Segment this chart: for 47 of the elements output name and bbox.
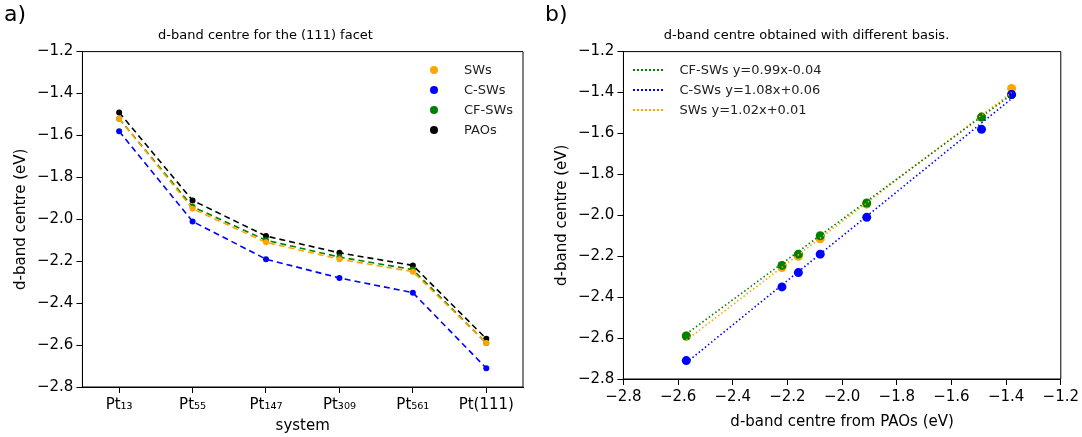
x-tick-label: Pt₃₀₉ bbox=[322, 394, 356, 413]
y-tick-label: −1.2 bbox=[577, 41, 615, 60]
y-tick-label: −2.4 bbox=[36, 293, 74, 312]
x-tick-label: −1.4 bbox=[987, 386, 1025, 405]
y-tick-label: −1.8 bbox=[36, 167, 74, 186]
x-tick-label: −2.6 bbox=[659, 386, 697, 405]
y-tick-label: −2.8 bbox=[577, 368, 615, 387]
x-tick-label: −2.4 bbox=[714, 386, 751, 405]
y-tick-label: −2.4 bbox=[577, 287, 615, 306]
x-tick-label: Pt₁₄₇ bbox=[249, 394, 283, 413]
x-tick-label: Pt₅₅ bbox=[179, 394, 207, 413]
y-tick-label: −1.4 bbox=[577, 82, 615, 101]
y-axis-title: d-band centre (eV) bbox=[551, 144, 570, 286]
y-tick-label: −1.6 bbox=[577, 123, 615, 142]
text: b) bbox=[545, 0, 568, 26]
chart-title: d-band centre for the (111) facet bbox=[158, 27, 373, 43]
x-tick-label: −2.8 bbox=[605, 386, 642, 405]
legend-label: CF-SWs bbox=[464, 100, 514, 119]
x-axis-title: d-band centre from PAOs (eV) bbox=[730, 411, 954, 430]
y-axis-title: d-band centre (eV) bbox=[10, 148, 29, 290]
legend-label: C-SWs bbox=[464, 80, 506, 99]
y-tick-label: −2.2 bbox=[36, 251, 74, 270]
y-tick-label: −1.2 bbox=[36, 41, 74, 60]
x-tick-label: −1.6 bbox=[933, 386, 970, 405]
legend-label: SWs bbox=[464, 60, 492, 79]
x-tick-label: Pt(111) bbox=[458, 394, 514, 413]
legend-label: PAOs bbox=[464, 120, 497, 139]
x-tick-label: −1.8 bbox=[878, 386, 915, 405]
x-tick-label: −2.0 bbox=[823, 386, 861, 405]
x-tick-label: −1.2 bbox=[1042, 386, 1080, 405]
chart-title: d-band centre obtained with different basis. bbox=[663, 27, 950, 43]
legend-label: C-SWs y=1.08x+0.06 bbox=[679, 80, 821, 99]
y-tick-label: −2.6 bbox=[36, 334, 74, 353]
y-tick-label: −1.6 bbox=[36, 125, 74, 144]
x-tick-label: Pt₁₃ bbox=[105, 394, 133, 413]
x-tick-label: Pt₅₆₁ bbox=[396, 394, 430, 413]
y-tick-label: −2.2 bbox=[577, 246, 615, 265]
legend-label: SWs y=1.02x+0.01 bbox=[679, 100, 807, 119]
y-tick-label: −1.4 bbox=[36, 83, 74, 102]
x-tick-label: −2.2 bbox=[769, 386, 806, 405]
text: a) bbox=[4, 0, 27, 26]
y-tick-label: −1.8 bbox=[577, 164, 615, 183]
y-tick-label: −2.0 bbox=[36, 209, 74, 228]
y-tick-label: −2.0 bbox=[577, 205, 615, 224]
legend-label: CF-SWs y=0.99x-0.04 bbox=[679, 60, 822, 79]
y-tick-label: −2.6 bbox=[577, 327, 615, 346]
x-axis-title: system bbox=[275, 415, 330, 434]
